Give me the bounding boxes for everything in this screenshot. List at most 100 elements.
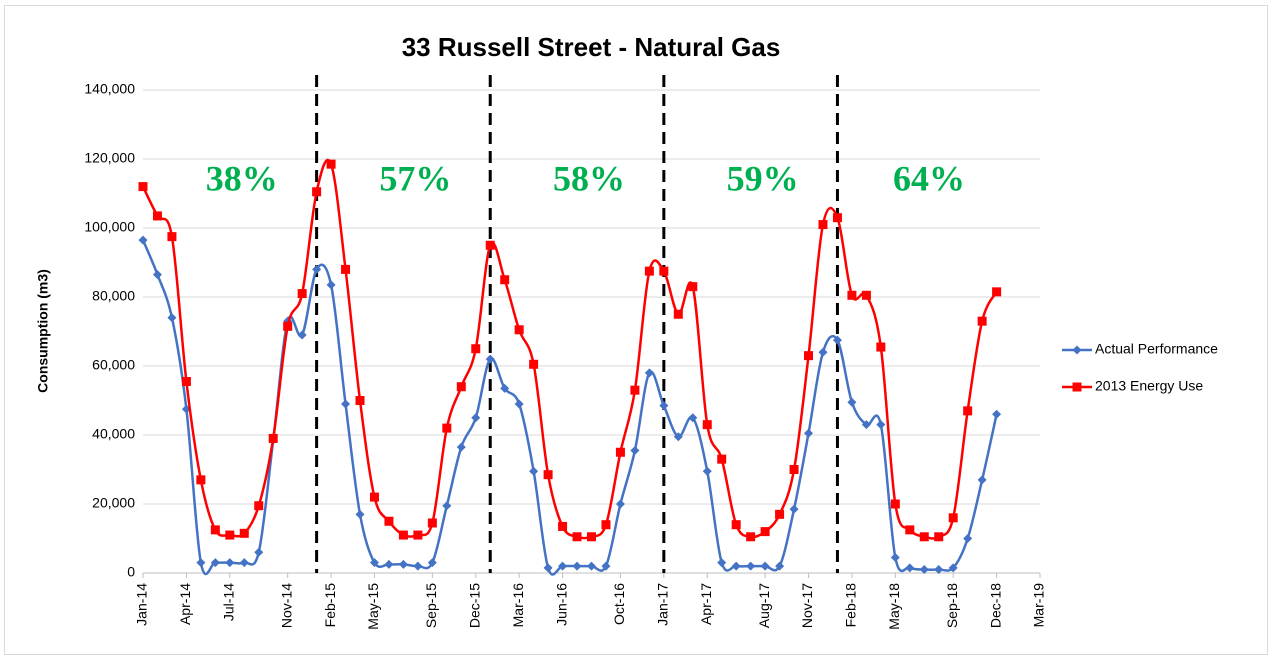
marker <box>283 321 293 331</box>
marker <box>398 530 408 540</box>
marker <box>312 187 322 197</box>
marker <box>485 240 495 250</box>
marker <box>514 399 524 409</box>
marker <box>543 470 553 480</box>
marker <box>992 409 1002 419</box>
marker <box>861 420 871 430</box>
marker <box>963 406 973 416</box>
marker <box>601 520 611 530</box>
marker <box>659 401 669 411</box>
marker <box>673 432 683 442</box>
marker <box>934 532 944 542</box>
marker <box>717 454 727 464</box>
marker <box>167 232 177 242</box>
marker <box>384 559 394 569</box>
marker <box>558 561 568 571</box>
x-tick-label: Dec-15 <box>466 583 482 628</box>
marker <box>297 289 307 299</box>
x-tick-label: Oct-16 <box>611 583 627 625</box>
marker <box>355 509 365 519</box>
marker <box>427 558 437 568</box>
marker <box>804 351 814 361</box>
marker <box>977 316 987 326</box>
marker <box>630 446 640 456</box>
x-tick-label: May-18 <box>886 583 902 630</box>
marker <box>789 504 799 514</box>
y-tick-label: 60,000 <box>92 357 135 373</box>
marker <box>731 561 741 571</box>
marker <box>861 290 871 300</box>
marker <box>471 413 481 423</box>
legend-marker <box>1072 382 1082 392</box>
chart-title: 33 Russell Street - Natural Gas <box>402 32 781 62</box>
y-tick-label: 140,000 <box>84 81 135 97</box>
marker <box>659 266 669 276</box>
marker <box>876 420 886 430</box>
marker <box>977 475 987 485</box>
marker <box>341 264 351 274</box>
marker <box>818 347 828 357</box>
marker <box>919 532 929 542</box>
marker <box>442 423 452 433</box>
x-tick-label: Feb-18 <box>843 583 859 628</box>
percent-annotation: 59% <box>727 158 799 198</box>
marker <box>702 420 712 430</box>
marker <box>731 520 741 530</box>
y-tick-label: 120,000 <box>84 150 135 166</box>
legend-label: Actual Performance <box>1095 341 1218 357</box>
marker <box>196 475 206 485</box>
marker <box>471 344 481 354</box>
marker <box>601 561 611 571</box>
percent-annotation: 38% <box>206 158 278 198</box>
marker <box>529 466 539 476</box>
marker <box>413 530 423 540</box>
marker <box>832 335 842 345</box>
marker <box>254 501 264 511</box>
x-tick-label: Nov-14 <box>278 583 294 628</box>
marker <box>529 359 539 369</box>
marker <box>326 159 336 169</box>
marker <box>760 527 770 537</box>
marker <box>963 534 973 543</box>
legend-label: 2013 Energy Use <box>1095 378 1203 394</box>
x-tick-label: Dec-18 <box>987 583 1003 628</box>
marker <box>254 547 264 557</box>
x-tick-label: Sep-18 <box>944 583 960 628</box>
marker <box>427 518 437 528</box>
marker <box>688 413 698 423</box>
x-tick-label: Jan-14 <box>134 583 150 626</box>
marker <box>152 270 162 280</box>
x-tick-label: Jun-16 <box>553 583 569 626</box>
x-tick-label: Apr-17 <box>698 583 714 625</box>
x-tick-label: Aug-17 <box>756 583 772 628</box>
marker <box>514 325 524 335</box>
marker <box>167 313 177 323</box>
marker <box>384 516 394 526</box>
y-axis-title: Consumption (m3) <box>35 269 51 393</box>
y-tick-label: 40,000 <box>92 426 135 442</box>
marker <box>225 530 235 540</box>
marker <box>152 211 162 221</box>
x-tick-label: May-15 <box>365 583 381 630</box>
marker <box>615 447 625 457</box>
marker <box>138 182 148 192</box>
marker <box>210 525 220 535</box>
marker <box>297 330 307 340</box>
marker <box>615 499 625 509</box>
marker <box>804 428 814 438</box>
marker <box>587 561 596 571</box>
marker <box>746 561 756 571</box>
marker <box>992 287 1002 297</box>
marker <box>847 397 857 407</box>
marker <box>398 559 408 569</box>
marker <box>890 499 900 509</box>
marker <box>702 466 712 476</box>
marker <box>905 525 915 535</box>
marker <box>644 368 654 378</box>
marker <box>210 558 220 568</box>
x-tick-label: Mar-19 <box>1031 583 1047 628</box>
marker <box>543 563 553 573</box>
marker <box>847 290 857 300</box>
marker <box>746 532 756 542</box>
